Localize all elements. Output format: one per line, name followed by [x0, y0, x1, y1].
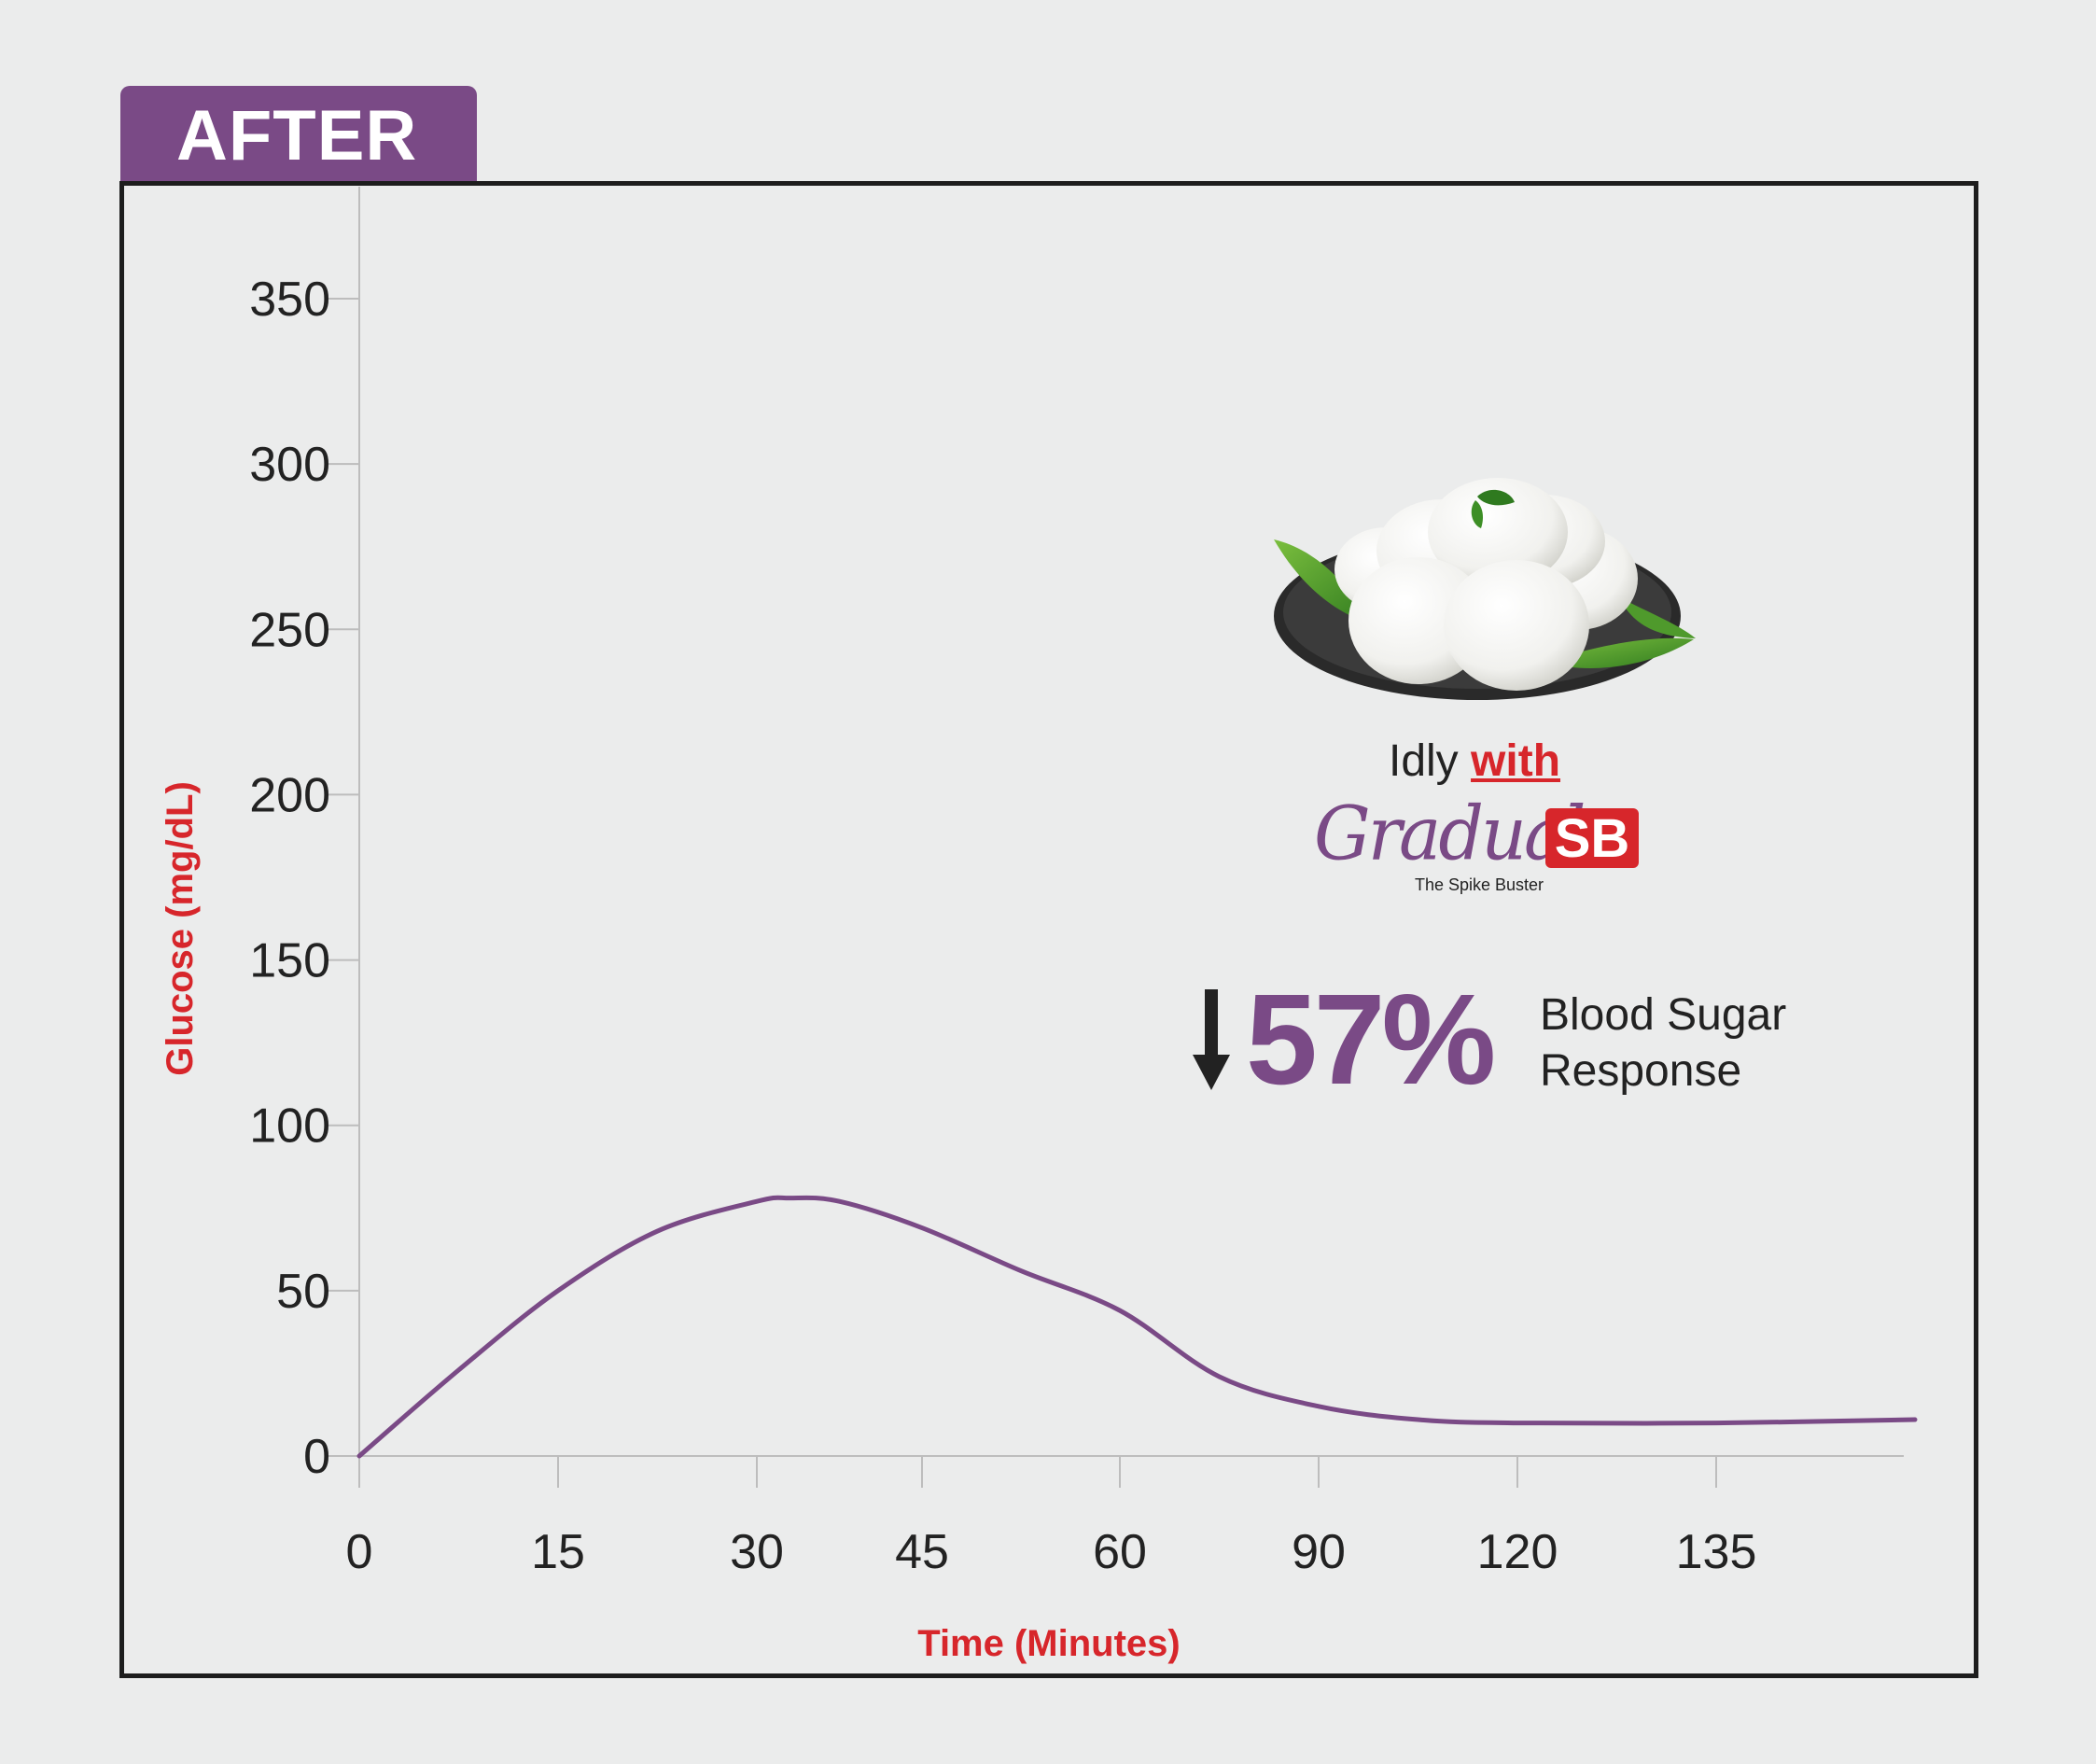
y-tick-label: 0 [303, 1430, 330, 1484]
brand-logo-script: Gradual [1314, 789, 1586, 877]
x-tick-label: 120 [1477, 1525, 1558, 1579]
y-tick-label: 100 [249, 1099, 330, 1154]
x-tick-label: 0 [346, 1525, 373, 1579]
y-tick-label: 250 [249, 603, 330, 657]
after-badge: AFTER [120, 86, 477, 185]
y-tick-label: 50 [276, 1265, 330, 1319]
chart-frame [119, 181, 1978, 1678]
y-tick-label: 300 [249, 438, 330, 492]
x-tick-label: 30 [730, 1525, 784, 1579]
down-arrow-icon [1193, 989, 1230, 1090]
series [356, 1195, 1918, 1459]
x-tick-label: 15 [531, 1525, 585, 1579]
brand-logo-badge: SB [1545, 808, 1639, 869]
x-tick-label: 90 [1292, 1525, 1346, 1579]
brand-logo: Gradual SB [1307, 790, 1652, 876]
reduction-percent: 57% [1246, 968, 1496, 1112]
product-name: Idly [1388, 736, 1459, 786]
axes [358, 187, 1904, 1457]
product-title: Idly with [1288, 735, 1661, 787]
product-with: with [1471, 736, 1561, 786]
reduction-label-line1: Blood Sugar [1540, 990, 1787, 1040]
ticks: 0 50 100 150 200 250 300 350 0 15 30 45 60 90 120 135 [249, 273, 1756, 1579]
reduction-label: Blood Sugar Response [1540, 987, 1786, 1099]
idly-plate-image [1274, 478, 1696, 700]
glucose-series-line [356, 1195, 1918, 1459]
x-tick-label: 45 [895, 1525, 949, 1579]
y-tick-label: 200 [249, 768, 330, 822]
x-tick-label: 135 [1676, 1525, 1757, 1579]
brand-tagline: The Spike Buster [1414, 875, 1544, 894]
reduction-label-line2: Response [1540, 1046, 1742, 1096]
after-badge-label: AFTER [176, 95, 418, 175]
y-axis-label: Glucose (mg/dL) [160, 781, 201, 1076]
y-tick-label: 150 [249, 934, 330, 988]
y-tick-label: 350 [249, 273, 330, 327]
x-tick-label: 60 [1093, 1525, 1147, 1579]
x-axis-label: Time (Minutes) [917, 1623, 1181, 1664]
